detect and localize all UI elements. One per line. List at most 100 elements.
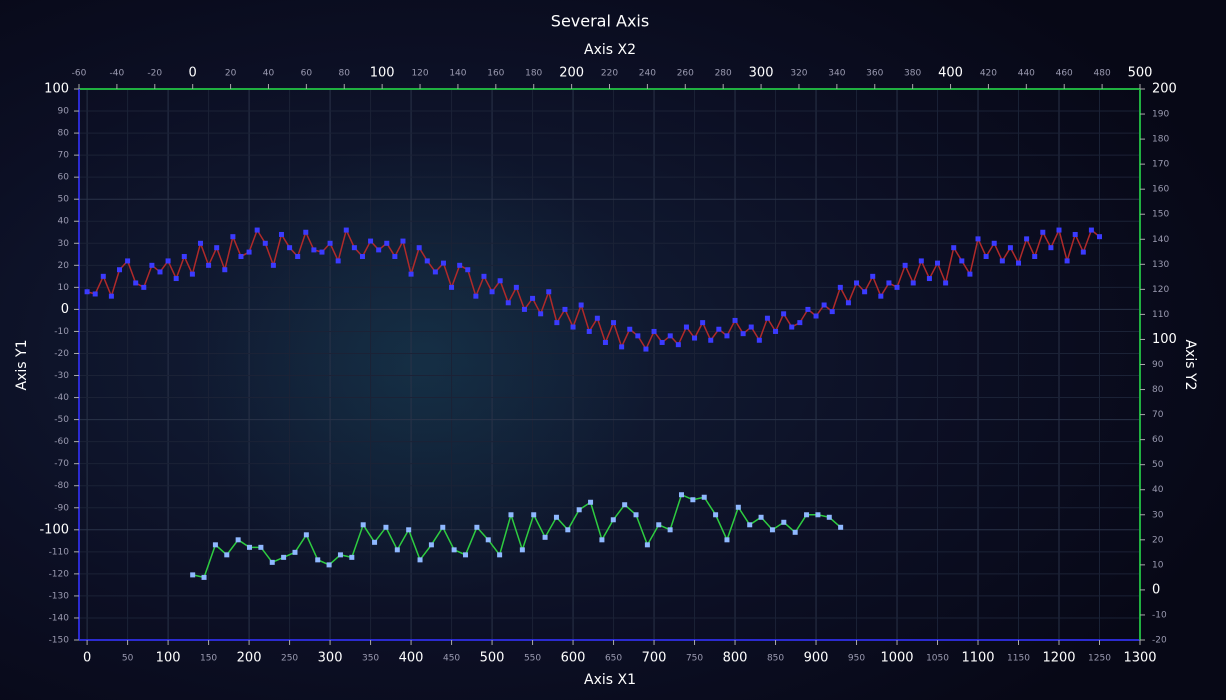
y-tick-label: 50 bbox=[58, 195, 70, 205]
data-point bbox=[343, 227, 349, 233]
data-point bbox=[311, 247, 317, 253]
data-point bbox=[586, 328, 592, 334]
x2-axis-title: Axis X2 bbox=[584, 42, 636, 58]
x2-tick-label: 440 bbox=[1018, 69, 1035, 79]
x2-tick-label: 220 bbox=[601, 69, 618, 79]
y-tick-label: 30 bbox=[58, 239, 70, 249]
y2-tick-label: 0 bbox=[1152, 582, 1160, 597]
data-point bbox=[108, 293, 114, 299]
data-point bbox=[474, 524, 480, 530]
x2-tick-label: 20 bbox=[225, 69, 237, 79]
data-point bbox=[619, 344, 625, 350]
x2-tick-label: 100 bbox=[370, 66, 395, 81]
data-point bbox=[821, 302, 827, 308]
data-point bbox=[497, 552, 503, 558]
x-tick-label: 600 bbox=[561, 651, 586, 666]
data-point bbox=[189, 271, 195, 277]
y2-tick-label: 50 bbox=[1152, 460, 1164, 470]
data-point bbox=[383, 524, 389, 530]
data-point bbox=[157, 269, 163, 275]
y2-tick-label: 70 bbox=[1152, 410, 1164, 420]
data-point bbox=[1080, 249, 1086, 255]
y-tick-label: -100 bbox=[39, 522, 69, 537]
data-point bbox=[368, 238, 374, 244]
data-point bbox=[935, 260, 941, 266]
data-point bbox=[531, 512, 537, 518]
data-point bbox=[773, 328, 779, 334]
x-tick-label: 100 bbox=[156, 651, 181, 666]
x-tick-label: 1250 bbox=[1088, 654, 1111, 664]
data-point bbox=[570, 324, 576, 330]
series-line bbox=[192, 493, 842, 579]
data-point bbox=[326, 562, 332, 568]
y-tick-label: -30 bbox=[54, 371, 69, 381]
data-point bbox=[508, 512, 514, 518]
x-tick-label: 950 bbox=[848, 654, 865, 664]
x2-tick-label: 160 bbox=[487, 69, 504, 79]
data-point bbox=[100, 273, 106, 279]
data-point bbox=[594, 315, 600, 321]
data-point bbox=[826, 514, 832, 520]
data-point bbox=[633, 512, 639, 518]
data-point bbox=[489, 289, 495, 295]
x2-tick-label: 240 bbox=[639, 69, 656, 79]
data-point bbox=[224, 552, 230, 558]
data-point bbox=[667, 527, 673, 533]
x-tick-label: 750 bbox=[686, 654, 703, 664]
x2-tick-label: 400 bbox=[938, 66, 963, 81]
x2-tick-label: -40 bbox=[110, 69, 125, 79]
y2-tick-label: 170 bbox=[1152, 160, 1169, 170]
data-point bbox=[254, 227, 260, 233]
data-point bbox=[553, 514, 559, 520]
y2-tick-label: 20 bbox=[1152, 535, 1164, 545]
x2-tick-label: 300 bbox=[749, 66, 774, 81]
data-point bbox=[732, 317, 738, 323]
data-point bbox=[578, 302, 584, 308]
x-tick-label: 550 bbox=[524, 654, 541, 664]
x-tick-label: 400 bbox=[399, 651, 424, 666]
data-point bbox=[538, 311, 544, 317]
y2-tick-label: 180 bbox=[1152, 135, 1169, 145]
data-point bbox=[975, 236, 981, 242]
x-tick-label: 450 bbox=[443, 654, 460, 664]
data-point bbox=[602, 339, 608, 345]
data-point bbox=[222, 267, 228, 273]
y2-tick-label: 30 bbox=[1152, 510, 1164, 520]
data-point bbox=[999, 258, 1005, 264]
y-tick-label: -140 bbox=[49, 613, 70, 623]
data-point bbox=[497, 278, 503, 284]
data-point bbox=[440, 260, 446, 266]
data-point bbox=[918, 258, 924, 264]
data-point bbox=[837, 284, 843, 290]
data-point bbox=[281, 554, 287, 560]
data-point bbox=[678, 492, 684, 498]
data-point bbox=[565, 527, 571, 533]
x2-tick-label: -60 bbox=[72, 69, 87, 79]
data-point bbox=[627, 326, 633, 332]
y2-tick-label: 80 bbox=[1152, 385, 1164, 395]
y2-tick-label: 40 bbox=[1152, 485, 1164, 495]
data-point bbox=[451, 547, 457, 553]
data-point bbox=[457, 262, 463, 268]
data-point bbox=[756, 337, 762, 343]
y-tick-label: -70 bbox=[54, 459, 69, 469]
y-tick-label: -130 bbox=[49, 591, 70, 601]
x-tick-label: 50 bbox=[122, 654, 134, 664]
x2-tick-label: 320 bbox=[790, 69, 807, 79]
y2-tick-label: 160 bbox=[1152, 185, 1169, 195]
data-point bbox=[376, 247, 382, 253]
x2-tick-label: 460 bbox=[1056, 69, 1073, 79]
y-tick-label: -120 bbox=[49, 569, 70, 579]
data-point bbox=[588, 499, 594, 505]
y-tick-label: 90 bbox=[58, 107, 70, 117]
y-tick-label: -90 bbox=[54, 503, 69, 513]
x2-tick-label: 140 bbox=[449, 69, 466, 79]
data-point bbox=[372, 539, 378, 545]
data-point bbox=[1007, 245, 1013, 251]
x2-tick-label: 280 bbox=[715, 69, 732, 79]
data-point bbox=[667, 333, 673, 339]
data-point bbox=[845, 300, 851, 306]
x2-tick-label: 0 bbox=[189, 66, 197, 81]
x2-tick-label: 380 bbox=[904, 69, 921, 79]
y-tick-label: 100 bbox=[44, 82, 69, 97]
